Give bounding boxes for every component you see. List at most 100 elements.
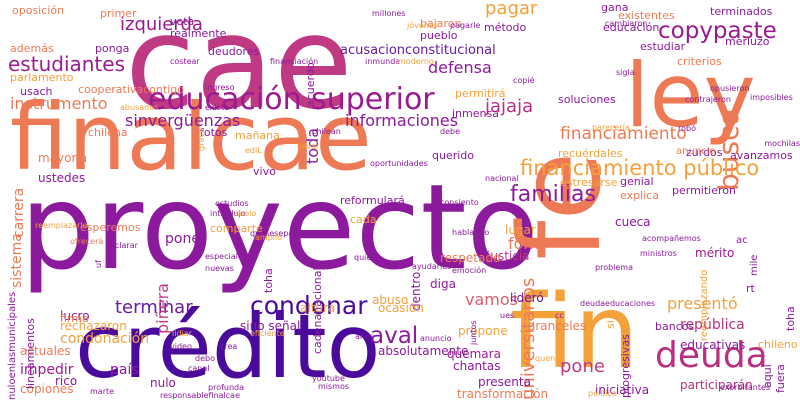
cloud-word-ac: ac	[736, 235, 748, 246]
cloud-word-vivo: vivo	[253, 165, 276, 178]
cloud-word-eficiente: eficiente	[250, 329, 285, 338]
cloud-word-ofrecera: ofrecerá	[70, 237, 104, 246]
cloud-word-republica: república	[680, 317, 745, 333]
cloud-word-cae: cae	[125, 0, 353, 138]
cloud-word-costear: costear	[170, 57, 200, 66]
cloud-word-quesesepa: quesesepa	[250, 229, 294, 238]
cloud-word-mismos: mismos	[318, 382, 350, 391]
cloud-word-defensa: defensa	[428, 58, 492, 77]
cloud-word-permitieron: permitieron	[672, 184, 736, 197]
cloud-word-transformacion: transformación	[457, 387, 549, 400]
cloud-word-youtube: youtube	[312, 374, 345, 383]
cloud-word-ayudarles: ayudarles	[412, 262, 452, 271]
cloud-word-ministros: ministros	[640, 249, 677, 258]
cloud-word-diga: diga	[430, 277, 456, 291]
cloud-word-nuevas: nuevas	[205, 264, 234, 273]
cloud-word-metodo: método	[484, 21, 527, 34]
cloud-word-estudiantes: estudiantes	[8, 52, 125, 76]
cloud-word-lugar: lugar	[505, 223, 536, 237]
cloud-word-video: video	[170, 342, 192, 351]
cloud-word-condonar: condonar	[250, 291, 368, 320]
cloud-word-vamos: vamos	[465, 290, 518, 309]
cloud-word-especiales: especiales	[205, 252, 247, 261]
cloud-word-pueblo: pueblo	[420, 29, 458, 42]
cloud-word-lidero: lideró	[510, 291, 544, 305]
cloud-word-avanzamos: avanzamos	[730, 149, 793, 162]
cloud-word-jajaja: jajaja	[485, 96, 534, 117]
cloud-word-quiere: quiere	[354, 253, 380, 262]
cloud-word-realmente: realmente	[170, 27, 227, 40]
cloud-word-rt: rt	[746, 282, 755, 295]
cloud-word-quemara: quemara	[447, 347, 501, 361]
cloud-word-hablando: hablando	[452, 228, 490, 237]
cloud-word-anuncio: anuncio	[676, 146, 716, 157]
cloud-word-chilean: chilean	[312, 127, 341, 136]
cloud-word-problema: problema	[595, 263, 634, 272]
cloud-word-abuso: abuso	[372, 293, 409, 307]
cloud-word-educacion-superior: educación superior	[148, 82, 435, 117]
cloud-word-mayoria: mayoría	[38, 151, 88, 165]
cloud-word-reemplazando: reemplazando	[699, 269, 710, 341]
cloud-word-familias: familias	[510, 182, 596, 207]
cloud-word-grave: grave	[197, 128, 206, 151]
cloud-word-lineamientos: lineamientos	[24, 318, 37, 389]
cloud-word-nulo: nulo	[150, 376, 176, 390]
cloud-word-marte: marte	[90, 387, 115, 396]
cloud-word-educacion: educación	[603, 21, 660, 34]
cloud-word-izquierda: izquierda	[120, 14, 203, 35]
cloud-word-permitira: permitirá	[455, 87, 506, 100]
cloud-word-iniciativa: iniciativa	[595, 383, 650, 397]
cloud-word-firma: firma	[60, 312, 89, 325]
cloud-word-financiamiento: financiamiento	[560, 124, 687, 144]
cloud-word-sino-senal: sino señal	[240, 319, 301, 333]
cloud-word-parlamento: parlamento	[10, 71, 74, 84]
cloud-word-credito: crédito	[75, 295, 381, 398]
cloud-word-anuncio: anuncio	[420, 334, 452, 343]
cloud-word-bajaron: bajaron	[420, 17, 462, 30]
cloud-word-recuerdales: recuérdales	[558, 147, 623, 160]
cloud-word-cc: cc	[555, 311, 564, 320]
cloud-word-uf: uf	[94, 260, 103, 268]
cloud-word-cueca: cueca	[615, 215, 651, 229]
cloud-word-criterios: criterios	[677, 55, 722, 68]
cloud-word-acompanemos: acompañemos	[642, 234, 701, 243]
cloud-word-font: font	[508, 234, 540, 253]
cloud-word-deudaeducaciones: deudaeducaciones	[580, 299, 656, 308]
cloud-word-crea: crea	[220, 342, 238, 351]
cloud-word-canal: canal	[188, 364, 210, 373]
cloud-word-pagar: pagar	[485, 0, 538, 19]
cloud-word-moderno: moderno	[398, 57, 434, 66]
cloud-word-millones: millones	[372, 9, 406, 18]
cloud-word-ponga: ponga	[95, 42, 130, 55]
cloud-word-condonacion: condonación	[60, 331, 150, 347]
cloud-word-soluciones: soluciones	[558, 93, 616, 106]
cloud-word-estudios: estudios	[215, 199, 249, 208]
cloud-word-deuda: deuda	[655, 335, 768, 376]
cloud-word-copypaste: copypaste	[658, 18, 777, 44]
cloud-word-toha: toha	[784, 306, 797, 331]
cloud-word-suelo: suelo	[235, 209, 257, 218]
cloud-word-nuloenlasmunicipales: nuloenlasmunicipales	[7, 291, 18, 400]
cloud-word-terminar: terminar	[115, 297, 193, 318]
cloud-word-inmunda: inmunda	[365, 57, 401, 66]
cloud-word-oposicion: oposición	[12, 4, 65, 17]
cloud-word-politica: política	[588, 389, 618, 398]
cloud-word-nacional: nacional	[485, 174, 519, 183]
cloud-word-sinverguenzas: sinvergüenzas	[125, 111, 241, 130]
cloud-word-exorbitantes: exorbitantes	[720, 383, 771, 392]
cloud-word-cada: cada	[350, 213, 377, 226]
cloud-word-abusados: abusados	[120, 103, 159, 112]
cloud-word-ley: ley	[625, 44, 756, 147]
cloud-word-participaran: participarán	[680, 378, 753, 392]
cloud-word-juntos: juntos	[469, 320, 478, 345]
cloud-word-presenta: presenta	[478, 375, 531, 389]
cloud-word-mile: mile	[749, 254, 760, 276]
cloud-word-introdujo: introdujo	[210, 209, 246, 218]
cloud-word-estudiar: estudiar	[640, 40, 686, 53]
cloud-word-primer: primer	[100, 7, 137, 20]
cloud-word-anos: años	[355, 332, 375, 341]
cloud-word-rico: rico	[55, 374, 78, 388]
cloud-word-existe: existe	[205, 103, 229, 112]
cloud-word-bancos: bancos	[655, 320, 695, 333]
